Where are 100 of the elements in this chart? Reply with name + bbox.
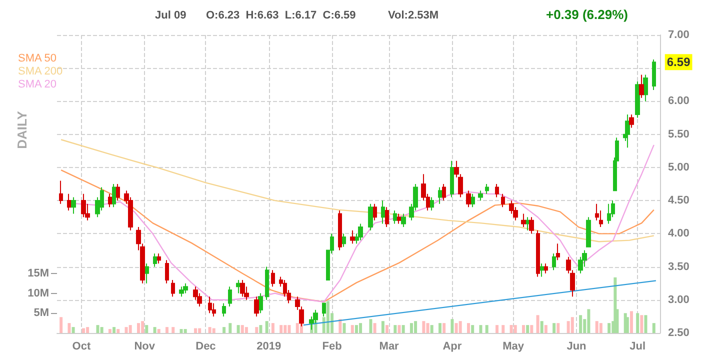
x-tick-label: Oct — [72, 340, 91, 352]
x-tick-label: Jul — [630, 340, 646, 352]
candlestick — [466, 190, 471, 208]
candlestick — [350, 230, 355, 244]
bar — [136, 323, 140, 333]
candlestick — [450, 160, 454, 198]
x-tick-label: May — [502, 340, 525, 352]
bar — [579, 315, 582, 333]
text: Jul 09 — [155, 10, 186, 22]
line-series — [60, 139, 654, 242]
bar — [402, 325, 405, 333]
candlestick — [112, 184, 116, 208]
bar — [479, 325, 482, 333]
bar — [124, 327, 128, 333]
bar — [228, 323, 232, 333]
bar — [271, 323, 274, 333]
bar — [180, 329, 183, 333]
candlestick — [381, 200, 385, 224]
bar — [60, 317, 63, 333]
bar — [438, 323, 442, 333]
bar — [636, 313, 640, 333]
bar — [522, 325, 526, 333]
candlestick — [179, 286, 184, 298]
text: DAILY — [14, 110, 30, 149]
candlestick — [607, 203, 611, 224]
bar — [128, 325, 132, 333]
candlestick — [385, 206, 389, 228]
bar — [373, 323, 376, 333]
bar — [540, 321, 544, 333]
bar — [530, 325, 534, 333]
candlestick — [478, 190, 483, 202]
candlestick — [438, 186, 442, 204]
candlestick — [635, 80, 640, 118]
bar — [222, 327, 226, 333]
bar — [208, 327, 212, 333]
candlestick — [529, 216, 534, 234]
bar — [514, 325, 517, 333]
y2-tick-label: 10M — [28, 287, 49, 300]
bar — [644, 315, 648, 333]
bar — [556, 323, 560, 333]
bar — [454, 323, 458, 333]
candlestick — [116, 184, 120, 202]
y-tick-label: 3.00 — [668, 294, 690, 306]
x-tick-label: Nov — [134, 340, 156, 352]
bar — [350, 325, 354, 333]
bar — [157, 329, 160, 333]
bar — [342, 323, 346, 333]
x-tick-label: Mar — [379, 340, 400, 352]
bar — [599, 323, 602, 333]
bar — [526, 325, 530, 333]
bar — [359, 323, 362, 333]
candlestick — [236, 280, 241, 294]
candlestick — [442, 184, 446, 202]
x-tick-label: 2019 — [256, 340, 282, 352]
bar — [552, 323, 556, 333]
bar — [414, 321, 418, 333]
candlestick — [342, 233, 346, 248]
candlestick — [430, 196, 434, 211]
y-tick-label: 4.00 — [668, 228, 690, 240]
bar — [450, 319, 454, 333]
bar — [422, 321, 426, 333]
bar — [172, 327, 175, 333]
bar — [570, 317, 574, 333]
candlestick — [322, 302, 326, 317]
candlestick — [67, 193, 71, 211]
bar — [236, 325, 240, 333]
bar — [338, 319, 342, 333]
text: SMA 20 — [18, 78, 57, 90]
y-tick-label: 4.50 — [668, 194, 690, 207]
y-tick-label: 3.50 — [668, 260, 690, 273]
bar — [288, 325, 291, 333]
bar — [145, 325, 148, 333]
bar — [166, 327, 169, 333]
bar — [240, 325, 244, 333]
candlestick — [401, 213, 406, 228]
candlestick — [625, 114, 630, 148]
y-tick-label: 7.00 — [668, 29, 690, 41]
bar — [467, 323, 470, 333]
bar — [630, 311, 633, 333]
candlestick — [171, 280, 175, 298]
bar — [100, 327, 104, 333]
x-tick-label: Jun — [566, 340, 587, 352]
y-tick-label: 5.00 — [668, 161, 690, 174]
candlestick — [183, 282, 188, 294]
bar — [326, 301, 330, 333]
bar — [255, 327, 258, 333]
bar — [430, 325, 434, 333]
candlestick — [470, 193, 475, 208]
line-series — [60, 169, 654, 302]
candlestick — [521, 213, 526, 228]
bar — [259, 325, 262, 333]
candlestick — [501, 193, 505, 208]
candlestick — [586, 216, 591, 248]
bar — [112, 327, 116, 333]
candlestick — [108, 193, 112, 208]
bar — [184, 329, 187, 333]
candlestick — [144, 262, 149, 284]
candlestick — [222, 302, 226, 317]
bar — [86, 327, 90, 333]
candlestick — [258, 292, 263, 314]
